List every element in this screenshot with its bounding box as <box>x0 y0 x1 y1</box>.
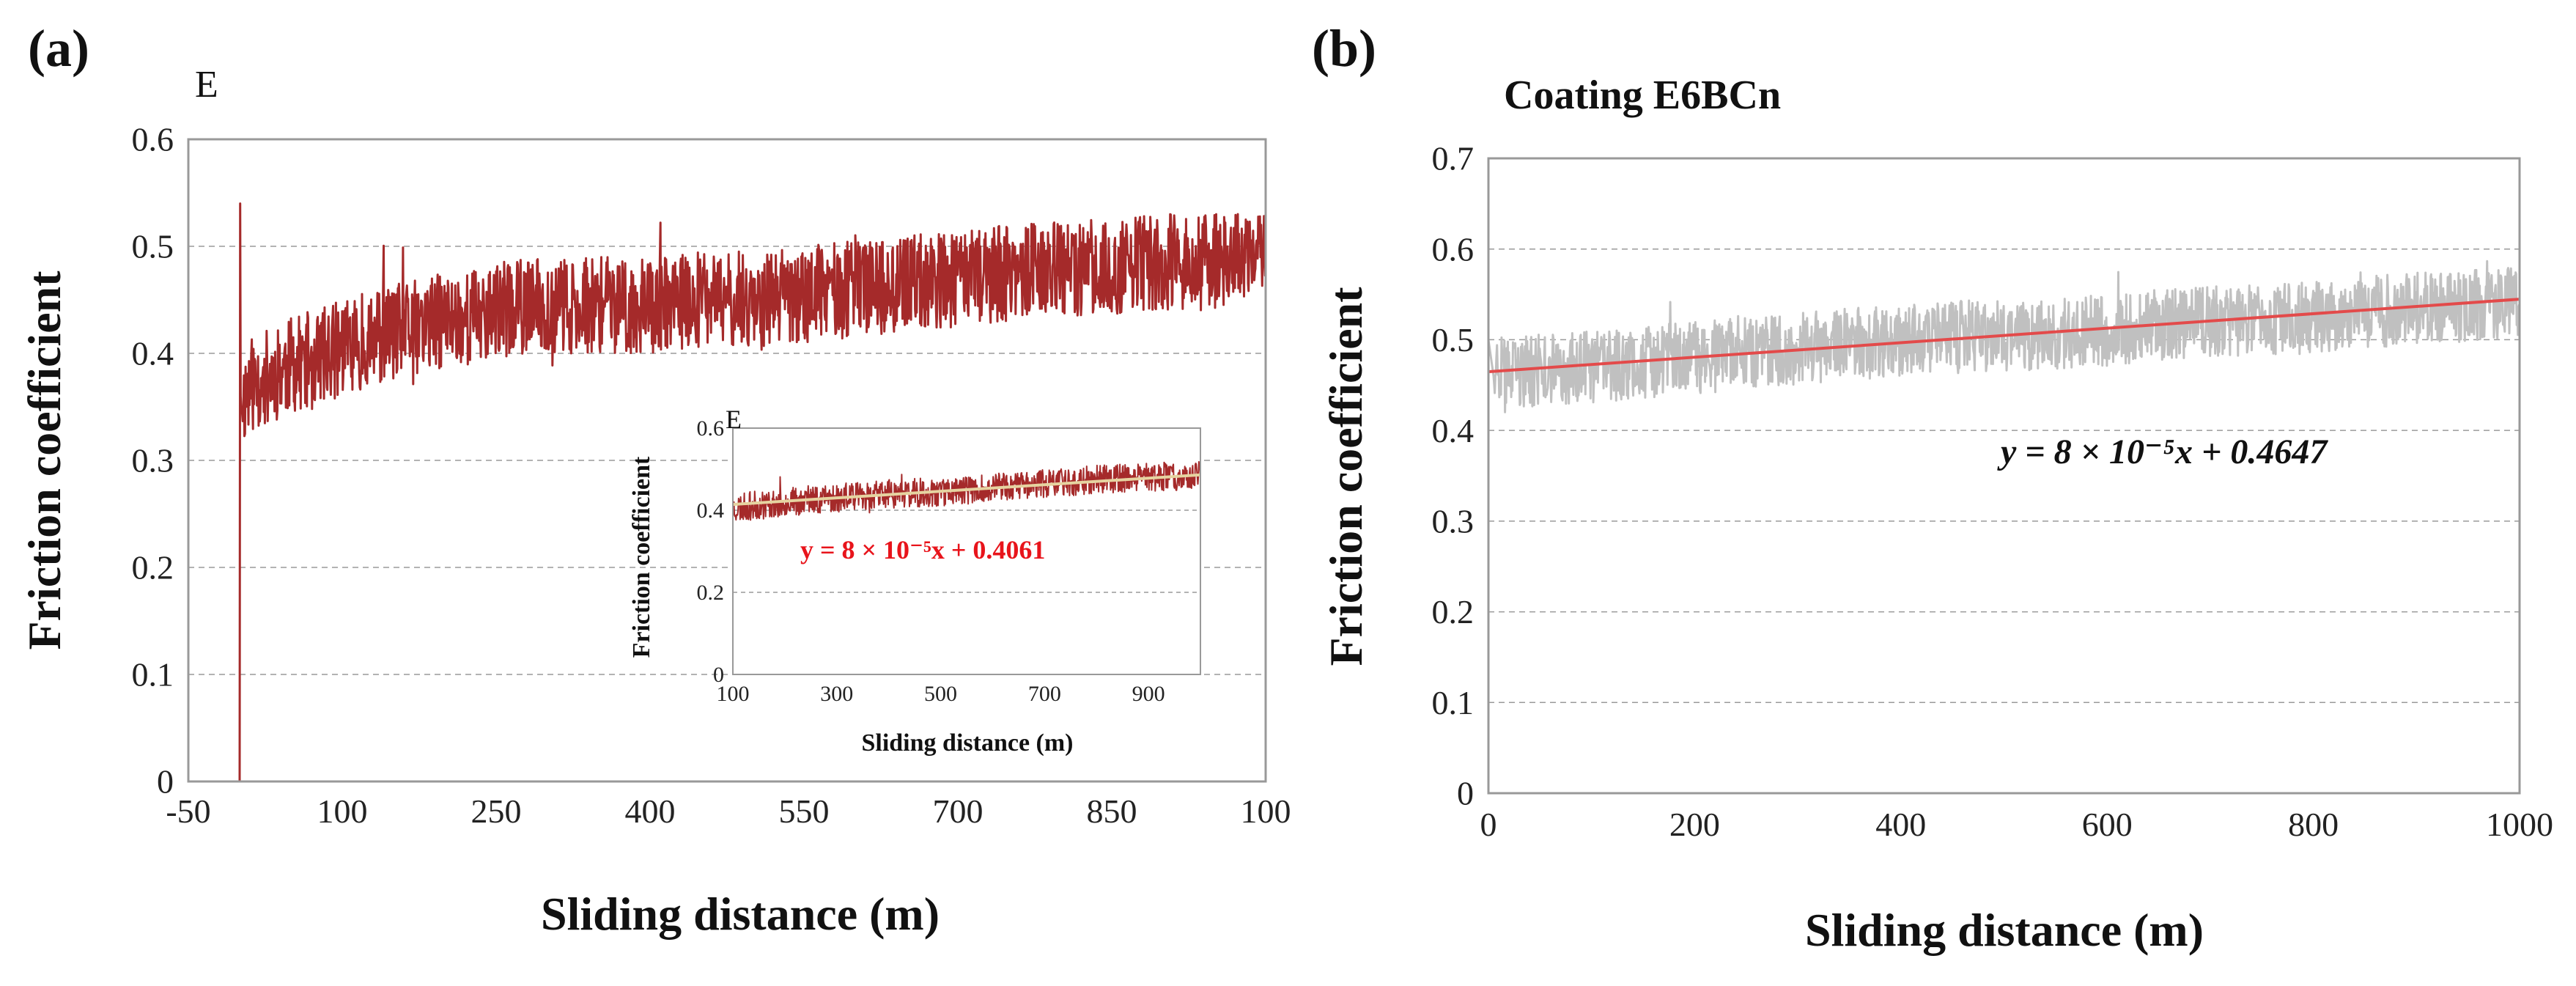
series-line <box>732 460 1201 521</box>
x-tick-label: 300 <box>820 682 853 706</box>
panel-b: (b) Coating E6BCn 0 0.1 0.2 0.3 0.4 0.5 0.6 0.7… <box>1312 19 2553 956</box>
x-tick-label: 100 <box>1241 792 1291 830</box>
y-tick-label: 0.5 <box>132 228 174 265</box>
inset-y-axis-label: Friction coefficient <box>628 456 655 658</box>
y-tick-label: 0.2 <box>1432 593 1475 630</box>
inset-y-ticks: 0 0.2 0.4 0.6 <box>697 416 725 687</box>
y-tick-label: 0.1 <box>1432 684 1475 721</box>
x-tick-label: 1000 <box>2486 806 2553 843</box>
y-tick-label: 0.4 <box>697 498 725 523</box>
panel-a-x-ticks: -50 100 250 400 550 700 850 100 <box>166 792 1291 830</box>
inset-title: E <box>726 405 742 434</box>
inset-x-ticks: 100 300 500 700 900 <box>717 682 1165 706</box>
x-tick-label: 200 <box>1669 806 1720 843</box>
x-tick-label: 500 <box>924 682 957 706</box>
panel-a: (a) E 0 0.1 0.2 0.3 0.4 0.5 0.6 -50 100 250 400 55… <box>18 19 1291 940</box>
x-tick-label: 550 <box>779 792 830 830</box>
y-tick-label: 0.3 <box>132 442 174 479</box>
panel-b-x-ticks: 0 200 400 600 800 1000 <box>1480 806 2554 843</box>
x-tick-label: -50 <box>166 792 210 830</box>
panel-b-title: Coating E6BCn <box>1504 73 1781 118</box>
series-line <box>238 202 1267 782</box>
panel-b-y-axis-label: Friction coefficient <box>1320 287 1372 666</box>
x-tick-label: 800 <box>2288 806 2339 843</box>
inset-plot-frame <box>732 427 1201 675</box>
x-tick-label: 900 <box>1132 682 1165 706</box>
panel-a-x-axis-label: Sliding distance (m) <box>541 888 940 940</box>
y-tick-label: 0.6 <box>1432 230 1475 268</box>
panel-b-x-axis-label: Sliding distance (m) <box>1805 904 2204 956</box>
inset-chart: E 0 0.2 0.4 0.6 100 300 500 700 900 y = 8 × 10⁻… <box>628 405 1201 757</box>
y-tick-label: 0.6 <box>697 416 725 441</box>
panel-b-label: (b) <box>1312 19 1376 78</box>
y-tick-label: 0.4 <box>1432 412 1475 449</box>
panel-b-y-ticks: 0 0.1 0.2 0.3 0.4 0.5 0.6 0.7 <box>1432 140 1475 812</box>
y-tick-label: 0 <box>1457 775 1474 812</box>
panel-a-series <box>238 202 1267 782</box>
y-tick-label: 0 <box>713 663 724 687</box>
x-tick-label: 100 <box>717 682 750 706</box>
panel-a-y-axis-label: Friction coefficient <box>18 271 70 650</box>
x-tick-label: 600 <box>2082 806 2133 843</box>
panel-a-title: E <box>195 64 218 106</box>
x-tick-label: 700 <box>933 792 983 830</box>
panel-b-series <box>1487 260 2521 413</box>
y-tick-label: 0.1 <box>132 656 174 693</box>
y-tick-label: 0.2 <box>697 581 725 605</box>
inset-x-axis-label: Sliding distance (m) <box>861 729 1073 757</box>
y-tick-label: 0.4 <box>132 335 174 372</box>
x-tick-label: 700 <box>1028 682 1061 706</box>
y-tick-label: 0.3 <box>1432 502 1475 540</box>
panel-b-trendline <box>1488 298 2520 374</box>
panel-a-label: (a) <box>28 19 89 78</box>
x-tick-label: 400 <box>1875 806 1926 843</box>
inset-trend-equation: y = 8 × 10⁻⁵x + 0.4061 <box>800 535 1045 564</box>
y-tick-label: 0.7 <box>1432 140 1475 177</box>
panel-b-plot-frame <box>1487 157 2521 795</box>
inset-trendline <box>732 473 1201 507</box>
inset-series <box>732 460 1201 521</box>
panel-b-trend-equation: y = 8 × 10⁻⁵x + 0.4647 <box>1997 433 2328 471</box>
y-tick-label: 0 <box>157 763 174 801</box>
x-tick-label: 100 <box>317 792 368 830</box>
x-tick-label: 850 <box>1087 792 1137 830</box>
series-line <box>1487 260 2521 413</box>
panel-a-y-ticks: 0 0.1 0.2 0.3 0.4 0.5 0.6 <box>132 121 174 801</box>
x-tick-label: 250 <box>471 792 522 830</box>
inset-grid <box>733 509 1200 593</box>
y-tick-label: 0.2 <box>132 549 174 586</box>
y-tick-label: 0.6 <box>132 121 174 158</box>
x-tick-label: 400 <box>625 792 676 830</box>
y-tick-label: 0.5 <box>1432 321 1475 358</box>
panel-a-plot-frame <box>187 138 1267 783</box>
x-tick-label: 0 <box>1480 806 1497 843</box>
